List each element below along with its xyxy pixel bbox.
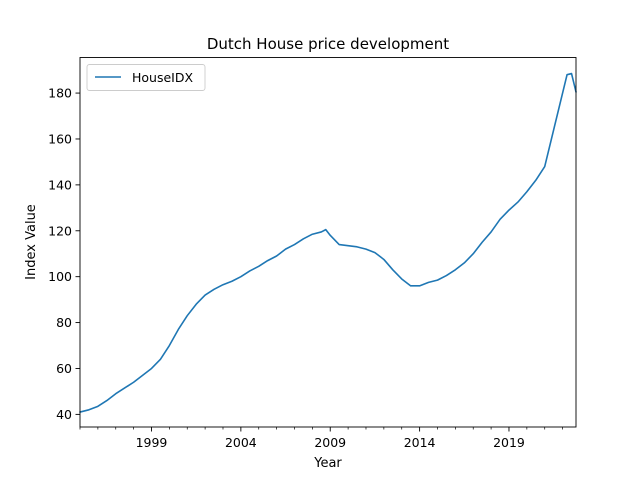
legend-entry-houseidx: HouseIDX	[132, 70, 193, 85]
x-tick-label: 2019	[493, 435, 525, 450]
x-tick-label: 2004	[225, 435, 257, 450]
y-tick-label: 60	[56, 361, 72, 376]
y-tick-label: 80	[56, 315, 72, 330]
y-axis-label: Index Value	[24, 204, 39, 280]
y-tick-label: 100	[48, 269, 72, 284]
x-tick-label: 2009	[314, 435, 346, 450]
x-tick-label: 2014	[404, 435, 436, 450]
series-line-houseidx	[79, 72, 577, 413]
x-axis-label: Year	[313, 456, 342, 471]
y-tick-label: 180	[48, 86, 72, 101]
chart-title: Dutch House price development	[207, 35, 449, 53]
y-tick-label: 160	[48, 131, 72, 146]
x-axis: 1999 2004 2009 2014 2019	[79, 427, 563, 450]
y-tick-label: 40	[56, 407, 72, 422]
plot-area	[79, 72, 577, 413]
plot-frame	[79, 57, 577, 428]
legend: HouseIDX	[86, 64, 206, 91]
y-tick-label: 120	[48, 223, 72, 238]
y-tick-label: 140	[48, 177, 72, 192]
y-axis: 40 60 80 100 120 140 160 180	[48, 86, 80, 422]
legend-box	[86, 64, 206, 91]
x-tick-label: 1999	[136, 435, 168, 450]
